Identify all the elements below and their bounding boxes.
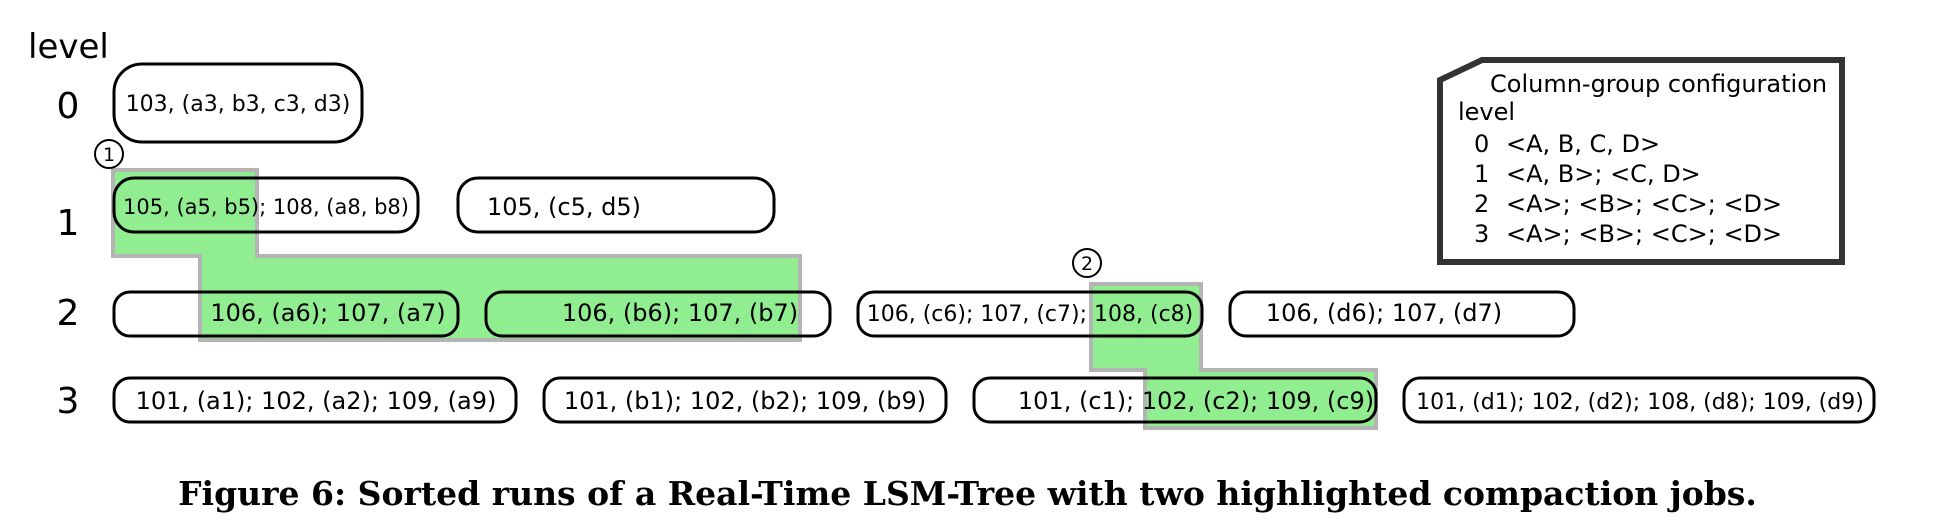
compaction-job-2-label: 2: [1081, 253, 1093, 275]
sorted-run-l2-c-box: [856, 290, 1204, 338]
config-row-1-level: 1: [1474, 160, 1489, 188]
config-row-1-groups: <A, B>; <C, D>: [1506, 160, 1701, 188]
config-row-0-groups: <A, B, C, D>: [1506, 130, 1660, 158]
config-row-3-level: 3: [1474, 220, 1489, 248]
level-label-2: 2: [57, 293, 80, 334]
compaction-job-1-marker: [94, 139, 124, 169]
sorted-run-l0-abcd-box: [112, 62, 364, 144]
config-row-2-groups: <A>; <B>; <C>; <D>: [1506, 190, 1782, 218]
sorted-run-l3-c-box: [972, 376, 1378, 424]
compaction-job-1-highlight: [111, 168, 802, 342]
sorted-run-l2-b: 106, (b6); 107, (b7): [562, 299, 798, 327]
figure-caption: Figure 6: Sorted runs of a Real-Time LSM…: [178, 474, 1757, 513]
sorted-run-l1-ab-box: [112, 176, 420, 234]
compaction-job-1-label: 1: [103, 144, 115, 166]
sorted-run-l1-cd-box: [456, 176, 776, 234]
sorted-run-l3-a: 101, (a1); 102, (a2); 109, (a9): [136, 387, 497, 415]
column-group-config-note: [1437, 57, 1845, 265]
sorted-run-l3-a-box: [112, 376, 518, 424]
level-label-3: 3: [57, 381, 80, 422]
sorted-run-l2-a: 106, (a6); 107, (a7): [210, 299, 445, 327]
config-row-2-level: 2: [1474, 190, 1489, 218]
sorted-run-l1-ab: 105, (a5, b5); 108, (a8, b8): [123, 195, 409, 219]
sorted-run-l3-d: 101, (d1); 102, (d2); 108, (d8); 109, (d…: [1416, 390, 1864, 415]
config-note-title: Column-group configuration: [1490, 70, 1827, 98]
sorted-run-l2-d-box: [1228, 290, 1576, 338]
compaction-job-2-marker: [1072, 248, 1102, 278]
sorted-run-l2-a-box: [112, 290, 460, 338]
sorted-run-l1-cd: 105, (c5, d5): [487, 193, 641, 221]
level-label-1: 1: [57, 203, 80, 244]
sorted-run-l0-abcd: 103, (a3, b3, c3, d3): [126, 92, 351, 117]
config-row-0-level: 0: [1474, 130, 1489, 158]
sorted-run-l2-c: 106, (c6); 107, (c7); 108, (c8): [867, 302, 1194, 327]
config-row-3-groups: <A>; <B>; <C>; <D>: [1506, 220, 1782, 248]
level-label-0: 0: [57, 86, 80, 127]
sorted-run-l3-b: 101, (b1); 102, (b2); 109, (b9): [564, 387, 926, 415]
sorted-run-l3-c: 101, (c1); 102, (c2); 109, (c9): [1018, 387, 1374, 415]
level-axis-header: level: [28, 27, 109, 67]
sorted-run-l3-d-box: [1402, 376, 1876, 424]
sorted-run-l2-d: 106, (d6); 107, (d7): [1266, 299, 1502, 327]
sorted-run-l2-b-box: [484, 290, 832, 338]
sorted-run-l3-b-box: [542, 376, 948, 424]
config-note-subtitle: level: [1458, 98, 1515, 126]
